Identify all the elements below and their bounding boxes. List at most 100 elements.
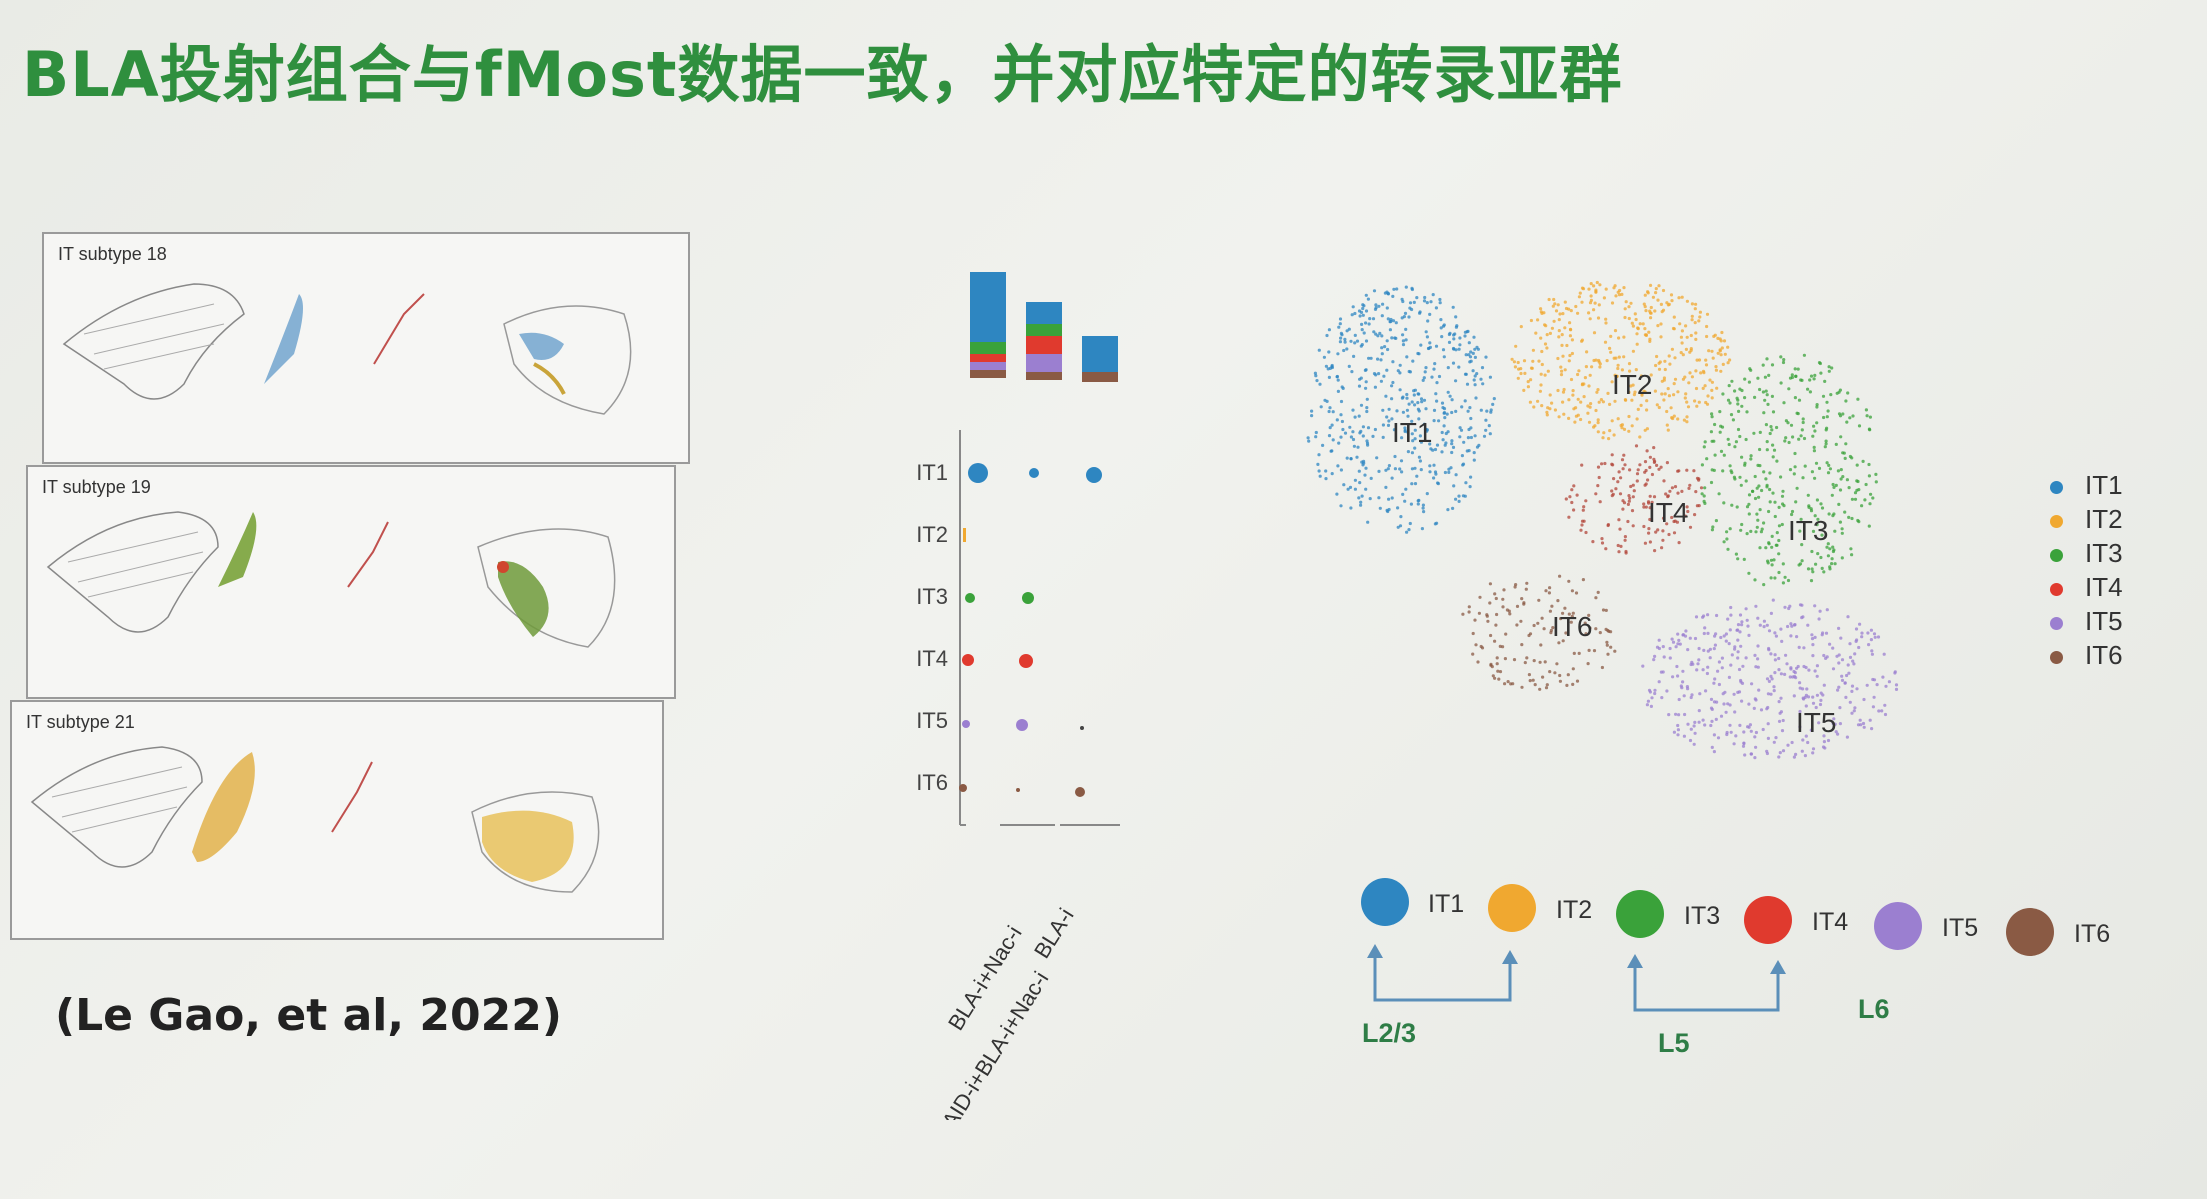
umap-point — [1439, 318, 1443, 322]
umap-point — [1695, 358, 1699, 362]
umap-point — [1404, 285, 1408, 289]
umap-point — [1824, 439, 1828, 443]
umap-point — [1464, 481, 1468, 485]
umap-point — [1735, 628, 1739, 632]
umap-point — [1738, 630, 1742, 634]
legend-label: IT4 — [2085, 572, 2123, 602]
umap-point — [1596, 484, 1600, 488]
umap-point — [1565, 683, 1569, 687]
umap-point — [1681, 669, 1685, 673]
umap-point — [1336, 464, 1340, 468]
umap-point — [1732, 742, 1736, 746]
dot — [1019, 654, 1033, 668]
umap-point — [1563, 368, 1567, 372]
umap-point — [1580, 523, 1584, 527]
umap-point — [1794, 676, 1798, 680]
umap-point — [1740, 522, 1744, 527]
umap-point — [1811, 570, 1815, 574]
umap-point — [1376, 357, 1380, 361]
umap-point — [1744, 607, 1748, 611]
umap-point — [1781, 562, 1785, 566]
umap-point — [1482, 434, 1487, 438]
umap-point — [1767, 679, 1771, 683]
citation: (Le Gao, et al, 2022) — [55, 990, 562, 1041]
umap-point — [1395, 287, 1399, 291]
umap-point — [1552, 319, 1556, 323]
umap-point — [1783, 605, 1787, 609]
umap-point — [1781, 502, 1785, 506]
umap-point — [1435, 521, 1439, 525]
umap-point — [1724, 639, 1728, 643]
umap-point — [1337, 325, 1341, 329]
umap-point — [1388, 320, 1392, 324]
umap-point — [1631, 495, 1635, 499]
umap-point — [1734, 552, 1738, 556]
umap-point — [1356, 445, 1360, 449]
umap-point — [1672, 414, 1676, 418]
umap-point — [1661, 645, 1665, 649]
umap-point — [1793, 623, 1797, 627]
umap-point — [1628, 468, 1632, 472]
umap-point — [1827, 369, 1831, 373]
umap-point — [1777, 719, 1782, 723]
umap-point — [1436, 481, 1440, 485]
umap-point — [1418, 459, 1422, 463]
umap-point — [1584, 499, 1588, 503]
umap-point — [1811, 654, 1815, 658]
umap-point — [1388, 328, 1392, 332]
umap-point — [1846, 391, 1850, 395]
umap-point — [1738, 434, 1742, 439]
umap-point — [1494, 596, 1498, 601]
umap-point — [1434, 472, 1438, 476]
umap-point — [1789, 666, 1793, 670]
umap-point — [1692, 469, 1696, 473]
umap-point — [1586, 411, 1590, 415]
umap-point — [1645, 449, 1649, 453]
umap-point — [1869, 638, 1873, 642]
umap-point — [1610, 453, 1614, 457]
umap-point — [1608, 429, 1612, 433]
umap-point — [1734, 440, 1738, 444]
umap-point — [1771, 491, 1775, 495]
umap-point — [1473, 383, 1477, 387]
umap-point — [1850, 711, 1854, 715]
umap-point — [1467, 605, 1471, 609]
umap-point — [1630, 424, 1634, 428]
umap-point — [1527, 633, 1531, 638]
umap-point — [1719, 449, 1724, 453]
umap-point — [1317, 469, 1321, 473]
umap-point — [1592, 331, 1597, 335]
umap-point — [1519, 367, 1523, 371]
umap-point — [1789, 423, 1794, 427]
umap-point — [1848, 454, 1852, 459]
umap-point — [1777, 570, 1781, 575]
umap-point — [1557, 329, 1561, 333]
umap-point — [1808, 390, 1812, 394]
umap-point — [1423, 295, 1427, 300]
dot — [962, 720, 970, 728]
umap-point — [1359, 344, 1363, 348]
umap-point — [1567, 359, 1571, 363]
umap-point — [1849, 547, 1853, 551]
umap-point — [1504, 632, 1508, 636]
umap-point — [1378, 331, 1382, 335]
umap-point — [1613, 329, 1618, 333]
slide-title: BLA投射组合与fMost数据一致，并对应特定的转录亚群 — [22, 38, 1623, 111]
umap-point — [1805, 687, 1809, 691]
umap-point — [1710, 415, 1714, 419]
umap-point — [1686, 687, 1690, 691]
umap-point — [1539, 310, 1543, 314]
umap-point — [1869, 628, 1873, 632]
umap-point — [1695, 668, 1699, 672]
umap-point — [1690, 302, 1694, 306]
umap-point — [1307, 439, 1311, 443]
umap-point — [1662, 398, 1666, 402]
umap-point — [1828, 547, 1832, 551]
umap-point — [1477, 611, 1481, 615]
umap-point — [1823, 379, 1827, 383]
umap-point — [1792, 669, 1796, 674]
umap-point — [1360, 494, 1364, 498]
umap-point — [1749, 729, 1753, 733]
umap-point — [1708, 656, 1712, 660]
umap-point — [1676, 733, 1680, 737]
